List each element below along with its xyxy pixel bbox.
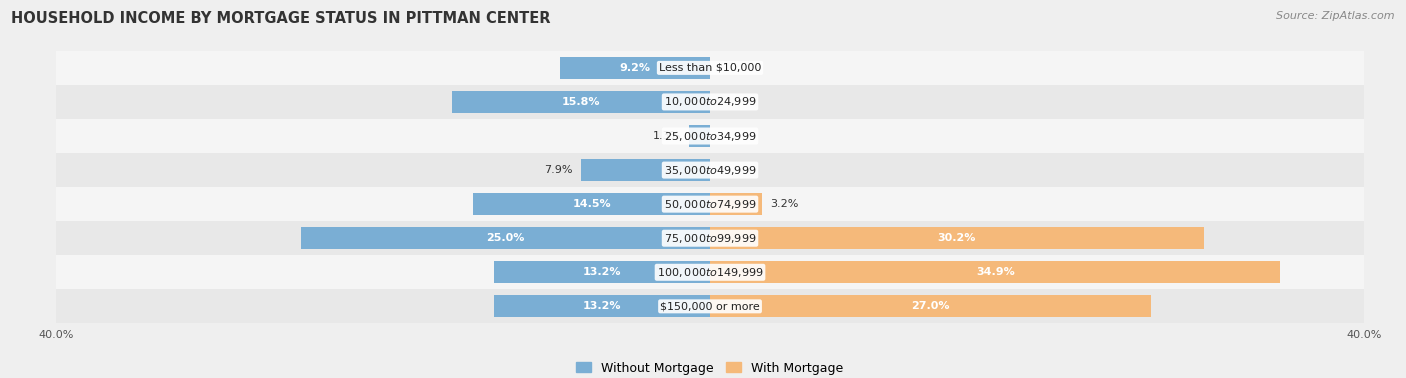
Text: 14.5%: 14.5% [572,199,610,209]
Text: 9.2%: 9.2% [620,63,651,73]
Text: 1.3%: 1.3% [652,131,681,141]
Bar [710,193,762,215]
Text: $150,000 or more: $150,000 or more [661,301,759,311]
Text: Source: ZipAtlas.com: Source: ZipAtlas.com [1277,11,1395,21]
Text: 30.2%: 30.2% [938,233,976,243]
Text: $35,000 to $49,999: $35,000 to $49,999 [664,164,756,177]
Text: 34.9%: 34.9% [976,267,1015,277]
Bar [56,289,1364,323]
Bar [495,295,710,318]
Text: 3.2%: 3.2% [770,199,799,209]
Bar [301,227,710,249]
Text: $100,000 to $149,999: $100,000 to $149,999 [657,266,763,279]
Text: 25.0%: 25.0% [486,233,524,243]
Bar [710,295,1152,318]
Bar [560,57,710,79]
Text: 13.2%: 13.2% [583,301,621,311]
Bar [56,255,1364,289]
Bar [689,125,710,147]
Text: 15.8%: 15.8% [561,97,600,107]
Bar [451,91,710,113]
Bar [495,261,710,284]
Text: $25,000 to $34,999: $25,000 to $34,999 [664,130,756,143]
Text: $50,000 to $74,999: $50,000 to $74,999 [664,198,756,211]
Text: Less than $10,000: Less than $10,000 [659,63,761,73]
Text: $10,000 to $24,999: $10,000 to $24,999 [664,95,756,108]
Text: $75,000 to $99,999: $75,000 to $99,999 [664,232,756,245]
Bar [710,227,1204,249]
Bar [472,193,710,215]
Bar [56,153,1364,187]
Bar [56,119,1364,153]
Legend: Without Mortgage, With Mortgage: Without Mortgage, With Mortgage [571,356,849,378]
Bar [56,221,1364,255]
Text: 13.2%: 13.2% [583,267,621,277]
Bar [56,187,1364,221]
Text: 27.0%: 27.0% [911,301,950,311]
Bar [56,51,1364,85]
Bar [710,261,1281,284]
Bar [581,159,710,181]
Text: 7.9%: 7.9% [544,165,572,175]
Bar [56,85,1364,119]
Text: HOUSEHOLD INCOME BY MORTGAGE STATUS IN PITTMAN CENTER: HOUSEHOLD INCOME BY MORTGAGE STATUS IN P… [11,11,551,26]
